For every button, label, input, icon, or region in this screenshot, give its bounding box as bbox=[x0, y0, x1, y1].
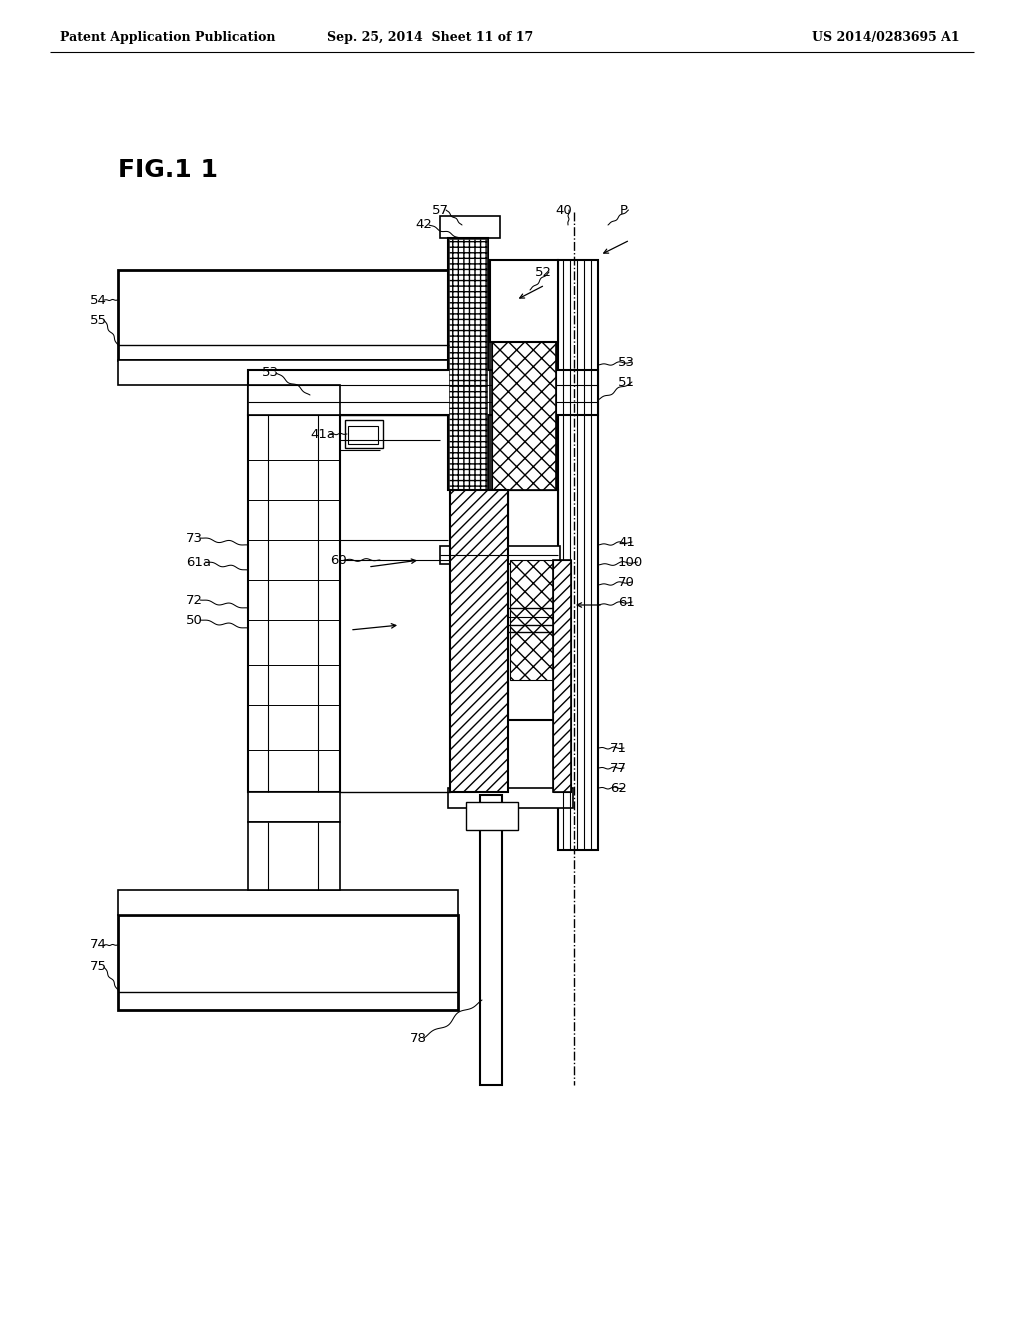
Bar bbox=[450, 490, 508, 792]
Bar bbox=[248, 822, 340, 890]
Bar bbox=[449, 239, 487, 488]
Text: 75: 75 bbox=[90, 961, 106, 974]
Text: 55: 55 bbox=[90, 314, 106, 326]
Text: 51: 51 bbox=[618, 375, 635, 388]
Bar bbox=[118, 360, 460, 385]
Text: 70: 70 bbox=[618, 576, 635, 589]
Bar bbox=[440, 546, 560, 564]
Bar bbox=[449, 238, 488, 490]
Text: 74: 74 bbox=[90, 939, 106, 952]
Text: 77: 77 bbox=[610, 762, 627, 775]
Text: 61: 61 bbox=[618, 595, 635, 609]
Text: 40: 40 bbox=[555, 203, 571, 216]
Text: P: P bbox=[620, 203, 628, 216]
Bar bbox=[466, 803, 518, 830]
Text: 60: 60 bbox=[330, 553, 347, 566]
Bar bbox=[348, 426, 378, 444]
Text: 42: 42 bbox=[415, 219, 432, 231]
Bar bbox=[248, 385, 340, 414]
Bar bbox=[248, 370, 598, 414]
Bar bbox=[450, 490, 508, 792]
Bar bbox=[118, 271, 460, 360]
Bar bbox=[553, 560, 571, 792]
Text: 50: 50 bbox=[186, 614, 203, 627]
Bar bbox=[449, 788, 573, 808]
Bar bbox=[510, 560, 556, 680]
Text: 52: 52 bbox=[535, 265, 552, 279]
Text: 41a: 41a bbox=[310, 428, 335, 441]
Text: 71: 71 bbox=[610, 742, 627, 755]
Bar bbox=[248, 414, 340, 792]
Bar bbox=[118, 915, 458, 1010]
Text: 54: 54 bbox=[90, 293, 106, 306]
Text: 41: 41 bbox=[618, 536, 635, 549]
Text: 57: 57 bbox=[432, 203, 449, 216]
Bar bbox=[490, 260, 558, 342]
Bar bbox=[492, 342, 556, 490]
Text: FIG.1 1: FIG.1 1 bbox=[118, 158, 218, 182]
Bar bbox=[508, 490, 558, 719]
Text: 73: 73 bbox=[186, 532, 203, 544]
Bar bbox=[440, 216, 500, 238]
Bar bbox=[345, 420, 383, 447]
Bar bbox=[553, 560, 571, 792]
Text: Patent Application Publication: Patent Application Publication bbox=[60, 30, 275, 44]
Bar bbox=[480, 795, 502, 1085]
Text: Sep. 25, 2014  Sheet 11 of 17: Sep. 25, 2014 Sheet 11 of 17 bbox=[327, 30, 534, 44]
Text: 53: 53 bbox=[618, 355, 635, 368]
Text: 62: 62 bbox=[610, 781, 627, 795]
Text: 100: 100 bbox=[618, 556, 643, 569]
Bar bbox=[558, 260, 598, 850]
Text: 72: 72 bbox=[186, 594, 203, 606]
Text: US 2014/0283695 A1: US 2014/0283695 A1 bbox=[812, 30, 961, 44]
Text: 61a: 61a bbox=[186, 556, 211, 569]
Text: 53: 53 bbox=[262, 367, 279, 380]
Text: 78: 78 bbox=[410, 1031, 427, 1044]
Bar bbox=[118, 890, 458, 915]
Bar bbox=[248, 792, 340, 822]
Bar bbox=[492, 342, 556, 490]
